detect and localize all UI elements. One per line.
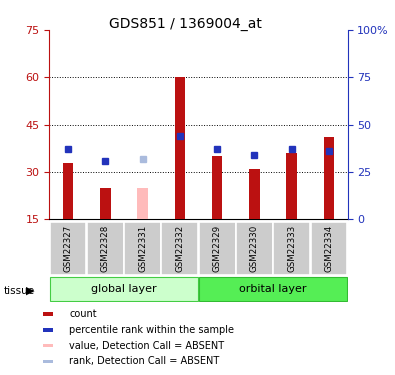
Bar bbox=[43, 328, 53, 332]
Bar bbox=[49, 277, 198, 301]
Text: GSM22329: GSM22329 bbox=[213, 225, 222, 272]
Bar bbox=[162, 222, 198, 275]
Bar bbox=[43, 344, 53, 348]
Bar bbox=[273, 222, 310, 275]
Bar bbox=[310, 222, 348, 275]
Text: percentile rank within the sample: percentile rank within the sample bbox=[69, 325, 234, 335]
Bar bbox=[137, 188, 148, 219]
Text: GDS851 / 1369004_at: GDS851 / 1369004_at bbox=[109, 17, 262, 31]
Bar bbox=[212, 156, 222, 219]
Bar bbox=[124, 222, 161, 275]
Text: value, Detection Call = ABSENT: value, Detection Call = ABSENT bbox=[69, 340, 224, 351]
Bar bbox=[236, 222, 273, 275]
Bar bbox=[199, 222, 235, 275]
Bar bbox=[100, 188, 111, 219]
Text: GSM22332: GSM22332 bbox=[175, 225, 184, 272]
Text: ▶: ▶ bbox=[26, 286, 34, 296]
Text: orbital layer: orbital layer bbox=[239, 284, 307, 294]
Text: GSM22331: GSM22331 bbox=[138, 225, 147, 272]
Bar bbox=[49, 222, 87, 275]
Text: tissue: tissue bbox=[4, 286, 35, 296]
Bar bbox=[249, 169, 260, 219]
Text: global layer: global layer bbox=[91, 284, 157, 294]
Text: GSM22330: GSM22330 bbox=[250, 225, 259, 272]
Text: GSM22327: GSM22327 bbox=[64, 225, 73, 272]
Text: GSM22334: GSM22334 bbox=[324, 225, 333, 272]
Text: GSM22333: GSM22333 bbox=[287, 225, 296, 272]
Bar bbox=[63, 163, 73, 219]
Bar bbox=[199, 277, 348, 301]
Text: GSM22328: GSM22328 bbox=[101, 225, 110, 272]
Bar bbox=[87, 222, 124, 275]
Bar bbox=[43, 360, 53, 363]
Bar bbox=[286, 153, 297, 219]
Bar bbox=[43, 312, 53, 316]
Text: count: count bbox=[69, 309, 97, 319]
Bar bbox=[175, 77, 185, 219]
Text: rank, Detection Call = ABSENT: rank, Detection Call = ABSENT bbox=[69, 356, 219, 366]
Bar bbox=[324, 137, 334, 219]
